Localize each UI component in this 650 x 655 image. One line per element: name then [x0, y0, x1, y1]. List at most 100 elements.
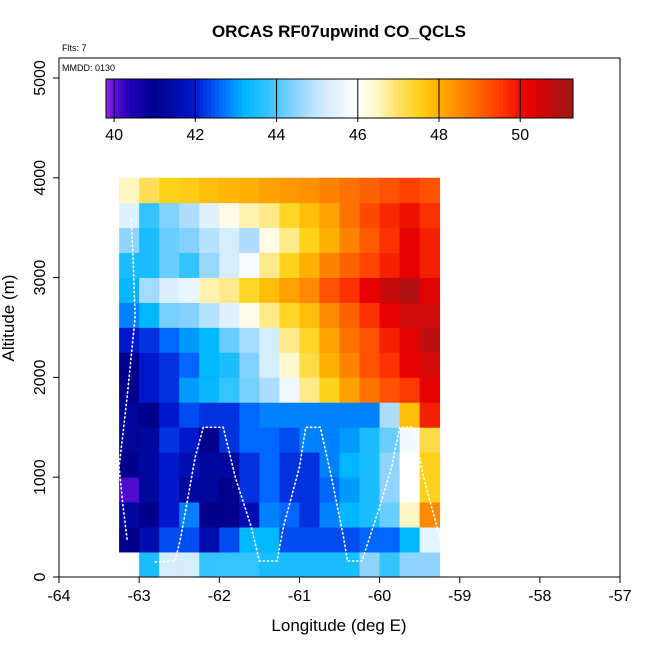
- heatmap-cell: [199, 377, 220, 403]
- heatmap-cell: [159, 552, 180, 578]
- heatmap-cell: [419, 327, 441, 353]
- heatmap-cell: [259, 552, 280, 578]
- heatmap-cell: [279, 277, 300, 303]
- colorbar-segment: [553, 79, 558, 118]
- heatmap-cell: [139, 502, 160, 528]
- heatmap-cell: [119, 252, 140, 278]
- chart-title: ORCAS RF07upwind CO_QCLS: [212, 22, 466, 41]
- heatmap-cell: [299, 352, 320, 378]
- heatmap-cell: [399, 352, 421, 378]
- heatmap-cell: [359, 527, 380, 553]
- colorbar-segment: [374, 79, 379, 118]
- heatmap-cell: [239, 227, 260, 254]
- heatmap-cell: [419, 252, 441, 278]
- heatmap-cell: [279, 352, 300, 378]
- colorbar-segment: [393, 79, 399, 118]
- heatmap-cell: [399, 402, 421, 428]
- colorbar-segment: [179, 79, 185, 118]
- heatmap-cell: [299, 302, 320, 328]
- colorbar-segment: [467, 79, 473, 118]
- heatmap-cell: [359, 177, 380, 204]
- heatmap-cell: [139, 252, 160, 278]
- heatmap-cell: [279, 177, 300, 204]
- colorbar-segment: [246, 79, 251, 118]
- colorbar-segment: [502, 79, 508, 118]
- heatmap-cell: [199, 477, 220, 503]
- colorbar-segment: [125, 79, 130, 118]
- heatmap-cell: [199, 327, 220, 353]
- y-axis: 0 1000 2000 3000 4000 5000: [32, 60, 59, 581]
- heatmap-cell: [359, 252, 380, 278]
- heatmap-cell: [379, 252, 401, 278]
- heatmap-cell: [159, 402, 180, 428]
- heatmap-cell: [299, 502, 320, 528]
- plot-frame: [58, 57, 621, 578]
- heatmap-cell: [379, 402, 401, 428]
- colorbar-segment: [292, 79, 298, 118]
- heatmap-cell: [279, 477, 300, 503]
- heatmap-cell: [419, 402, 441, 428]
- heatmap-cell: [339, 227, 360, 254]
- heatmap-cell: [339, 352, 360, 378]
- colorbar-segment: [222, 79, 228, 118]
- heatmap-cell: [299, 452, 320, 478]
- heatmap-cell: [319, 252, 340, 278]
- heatmap-cell: [399, 452, 421, 478]
- heatmap-cell: [159, 327, 180, 353]
- colorbar-segment: [183, 79, 189, 118]
- colorbar-segment: [316, 79, 321, 118]
- colorbar-segment: [569, 79, 574, 118]
- heatmap-cell: [119, 502, 140, 528]
- heatmap-cell: [259, 377, 280, 403]
- colorbar-segment: [432, 79, 438, 118]
- heatmap-cell: [199, 177, 220, 204]
- heatmap-cell: [339, 202, 360, 229]
- heatmap-cell: [359, 552, 380, 578]
- x-tick-label: -63: [128, 588, 151, 605]
- colorbar-segment: [339, 79, 344, 118]
- heatmap-cell: [239, 252, 260, 278]
- x-tick-label: -60: [368, 588, 391, 605]
- heatmap-cell: [419, 227, 441, 254]
- heatmap-cell: [159, 302, 180, 328]
- heatmap-cell: [399, 552, 421, 578]
- colorbar-segment: [366, 79, 372, 118]
- heatmap-cell: [339, 477, 360, 503]
- heatmap-cell: [119, 402, 140, 428]
- heatmap-cell: [419, 177, 441, 204]
- heatmap-cell: [319, 502, 340, 528]
- colorbar-segment: [456, 79, 461, 118]
- heatmap-cell: [159, 477, 180, 503]
- colorbar-segment: [121, 79, 126, 118]
- x-tick-label: -59: [448, 588, 471, 605]
- heatmap-cell: [299, 277, 320, 303]
- heatmap-cell: [139, 227, 160, 254]
- colorbar-segment: [331, 79, 337, 118]
- heatmap-cell: [259, 252, 280, 278]
- colorbar-segment: [421, 79, 426, 118]
- heatmap-cell: [379, 327, 401, 353]
- y-tick-label: 1000: [32, 459, 49, 495]
- colorbar-tick-label: 40: [105, 127, 123, 144]
- heatmap-cell: [239, 552, 260, 578]
- heatmap-cell: [219, 202, 240, 229]
- colorbar-segment: [152, 79, 158, 118]
- heatmap-cell: [159, 527, 180, 553]
- colorbar-segment: [269, 79, 274, 118]
- x-tick-label: -61: [288, 588, 311, 605]
- colorbar-segment: [460, 79, 465, 118]
- colorbar-segment: [405, 79, 411, 118]
- heatmap-cell: [179, 452, 200, 478]
- heatmap-cell: [219, 552, 240, 578]
- colorbar-segment: [187, 79, 193, 118]
- colorbar-segment: [444, 79, 449, 118]
- heatmap-cell: [199, 277, 220, 303]
- heatmap-cell: [359, 352, 380, 378]
- heatmap-cell: [159, 177, 180, 204]
- heatmap-cell: [119, 227, 140, 254]
- colorbar-tick-label: 46: [349, 127, 367, 144]
- heatmap-cell: [319, 227, 340, 254]
- heatmap-cell: [199, 202, 220, 229]
- heatmap-cell: [119, 427, 140, 453]
- heatmap-cell: [379, 377, 401, 403]
